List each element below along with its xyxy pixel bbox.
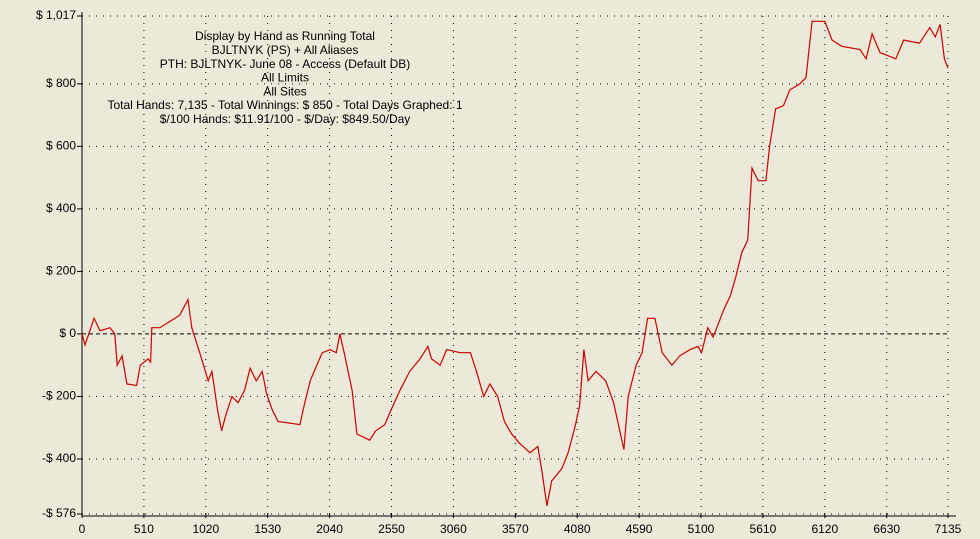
annotation: All Sites <box>263 84 306 98</box>
x-tick-label: 1530 <box>254 522 281 536</box>
annotation: BJLTNYK (PS) + All Aliases <box>212 43 359 57</box>
y-tick-label: $ 600 <box>46 139 76 153</box>
annotation: Display by Hand as Running Total <box>195 29 375 43</box>
x-tick-label: 1020 <box>192 522 219 536</box>
y-tick-label: $ 200 <box>46 264 76 278</box>
annotation: $/100 Hands: $11.91/100 - $/Day: $849.50… <box>160 112 411 126</box>
x-tick-label: 4080 <box>564 522 591 536</box>
y-tick-label: $ 0 <box>59 326 76 340</box>
x-tick-label: 2040 <box>316 522 343 536</box>
y-tick-label: $ 800 <box>46 76 76 90</box>
y-tick-label: -$ 400 <box>42 451 76 465</box>
line-series <box>81 20 949 507</box>
annotation: All Limits <box>261 71 309 85</box>
x-tick-label: 7135 <box>935 522 962 536</box>
x-tick-label: 6630 <box>873 522 900 536</box>
x-tick-label: 5610 <box>750 522 777 536</box>
x-tick-label: 3060 <box>440 522 467 536</box>
annotation: Total Hands: 7,135 - Total Winnings: $ 8… <box>107 98 462 112</box>
y-tick-label: -$ 200 <box>42 389 76 403</box>
x-tick-label: 3570 <box>502 522 529 536</box>
x-tick-label: 510 <box>134 522 154 536</box>
x-tick-label: 6120 <box>811 522 838 536</box>
y-tick-label: -$ 576 <box>42 506 76 520</box>
x-tick-label: 0 <box>79 522 86 536</box>
x-tick-label: 5100 <box>688 522 715 536</box>
x-tick-label: 4590 <box>626 522 653 536</box>
x-tick-label: 2550 <box>378 522 405 536</box>
annotation: PTH: BJLTNYK- June 08 - Access (Default … <box>160 57 411 71</box>
y-tick-label: $ 400 <box>46 201 76 215</box>
y-tick-label: $ 1,017 <box>36 8 76 22</box>
